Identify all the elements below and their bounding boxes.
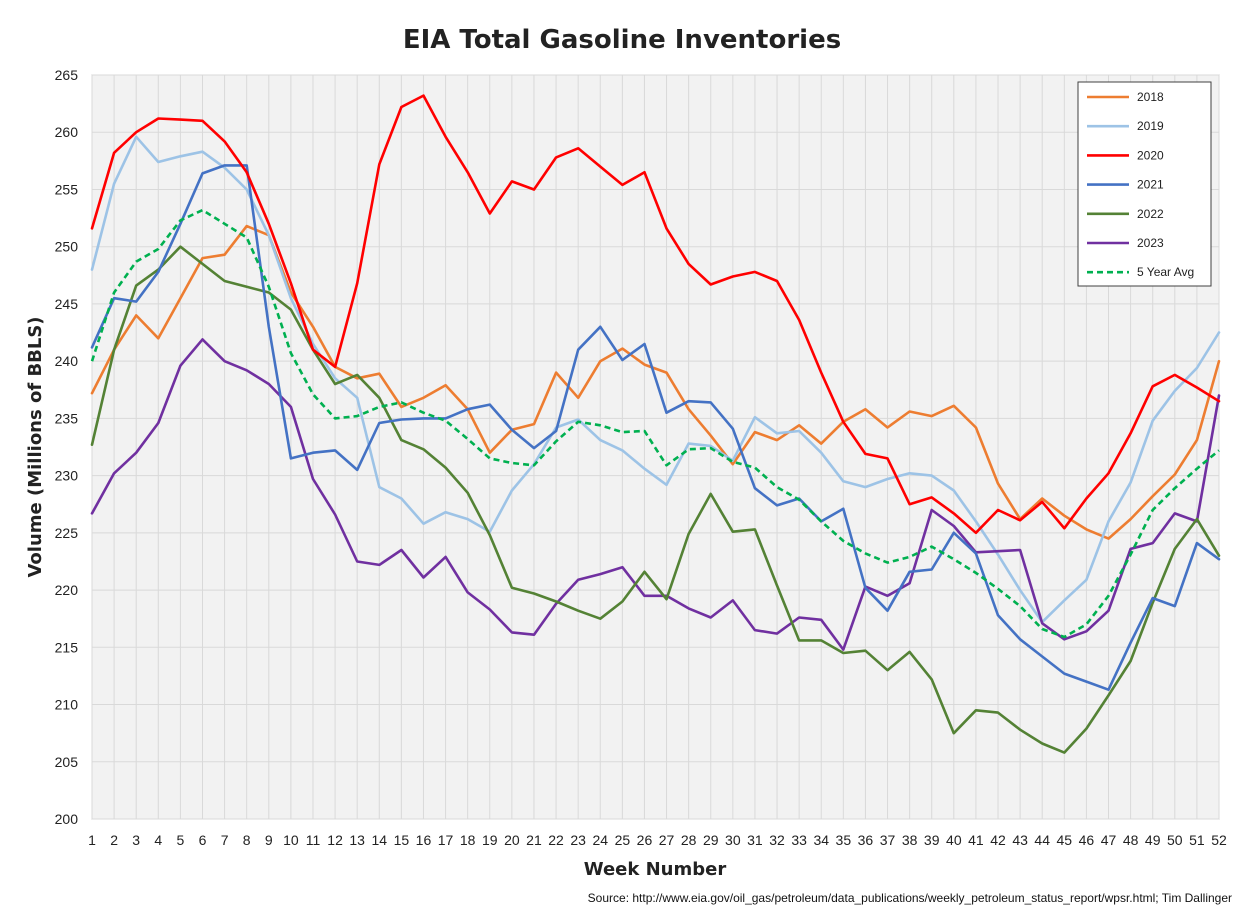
x-tick-label: 19	[482, 832, 498, 848]
series-line-5-year-avg	[90, 208, 1220, 639]
y-tick-label: 240	[55, 353, 79, 369]
x-tick-label: 18	[460, 832, 476, 848]
y-tick-label: 210	[55, 697, 79, 713]
legend: 2018 2019 2020 2021 2022 2023 5 Year Avg	[1077, 81, 1212, 287]
y-tick-label: 245	[55, 296, 79, 312]
x-tick-label: 36	[858, 832, 874, 848]
x-tick-label: 11	[306, 832, 321, 848]
x-tick-label: 10	[283, 832, 299, 848]
x-tick-label: 52	[1211, 832, 1227, 848]
y-tick-label: 200	[55, 811, 79, 827]
x-tick-label: 27	[659, 832, 675, 848]
x-tick-label: 24	[592, 832, 608, 848]
legend-entry: 2018	[1137, 90, 1164, 104]
y-axis-title: Volume (Millions of BBLS)	[25, 316, 46, 577]
series-line-2021	[90, 164, 1221, 692]
x-tick-label: 1	[88, 832, 96, 848]
x-tick-label: 15	[394, 832, 410, 848]
x-tick-label: 12	[327, 832, 343, 848]
x-tick-label: 7	[221, 832, 229, 848]
x-tick-label: 2	[110, 832, 118, 848]
legend-entry: 2019	[1137, 119, 1164, 133]
series-line-2022	[90, 245, 1221, 754]
x-tick-label: 23	[570, 832, 586, 848]
y-axis-ticks: 200 205 210 215 220 225 230 235 240 245 250 255 260 2…	[55, 67, 79, 827]
x-tick-label: 41	[968, 832, 984, 848]
x-tick-label: 46	[1079, 832, 1095, 848]
x-tick-label: 43	[1012, 832, 1028, 848]
x-tick-label: 17	[438, 832, 454, 848]
x-tick-label: 25	[615, 832, 631, 848]
x-tick-label: 49	[1145, 832, 1161, 848]
y-tick-label: 215	[55, 639, 79, 655]
x-axis-title: Week Number	[584, 859, 727, 880]
x-axis-ticks: 1 2 3 4 5 6 7 8 9 10 11 12 13 14 15 16 17 18 19 20 21 22 23 24 2…	[88, 832, 1227, 848]
x-tick-label: 20	[504, 832, 520, 848]
legend-entry: 5 Year Avg	[1137, 265, 1194, 279]
x-tick-label: 32	[769, 832, 785, 848]
x-tick-label: 4	[154, 832, 162, 848]
x-tick-label: 37	[880, 832, 896, 848]
x-tick-label: 13	[349, 832, 365, 848]
x-tick-label: 14	[371, 832, 387, 848]
x-tick-label: 42	[990, 832, 1006, 848]
x-tick-label: 31	[747, 832, 763, 848]
x-tick-label: 48	[1123, 832, 1139, 848]
x-tick-label: 33	[791, 832, 807, 848]
source-note: Source: http://www.eia.gov/oil_gas/petro…	[588, 891, 1232, 905]
x-tick-label: 3	[132, 832, 140, 848]
y-tick-label: 235	[55, 410, 79, 426]
series-line-2019	[90, 135, 1221, 624]
y-tick-label: 265	[55, 67, 79, 83]
x-tick-label: 51	[1189, 832, 1205, 848]
series-lines	[90, 94, 1221, 754]
x-tick-label: 29	[703, 832, 719, 848]
legend-entry: 2020	[1137, 148, 1164, 162]
x-tick-label: 9	[265, 832, 273, 848]
x-tick-label: 44	[1034, 832, 1050, 848]
x-tick-label: 21	[526, 832, 542, 848]
series-line-2020	[90, 94, 1221, 535]
x-tick-label: 6	[199, 832, 207, 848]
x-tick-label: 28	[681, 832, 697, 848]
x-tick-label: 5	[176, 832, 184, 848]
x-tick-label: 26	[637, 832, 653, 848]
y-tick-label: 225	[55, 525, 79, 541]
legend-entry: 2023	[1137, 236, 1164, 250]
x-tick-label: 39	[924, 832, 940, 848]
x-tick-label: 40	[946, 832, 962, 848]
x-tick-label: 50	[1167, 832, 1183, 848]
x-tick-label: 22	[548, 832, 564, 848]
x-tick-label: 47	[1101, 832, 1117, 848]
legend-entry: 2022	[1137, 207, 1164, 221]
x-tick-label: 38	[902, 832, 918, 848]
y-tick-label: 220	[55, 582, 79, 598]
x-tick-label: 8	[243, 832, 251, 848]
chart-title: EIA Total Gasoline Inventories	[403, 25, 841, 55]
y-tick-label: 255	[55, 181, 79, 197]
x-tick-label: 35	[836, 832, 852, 848]
y-tick-label: 230	[55, 468, 79, 484]
x-tick-label: 30	[725, 832, 741, 848]
x-tick-label: 16	[416, 832, 432, 848]
x-tick-label: 45	[1057, 832, 1073, 848]
legend-entry: 2021	[1137, 178, 1164, 192]
x-tick-label: 34	[813, 832, 829, 848]
y-tick-label: 205	[55, 754, 79, 770]
y-tick-label: 250	[55, 239, 79, 255]
y-tick-label: 260	[55, 124, 79, 140]
